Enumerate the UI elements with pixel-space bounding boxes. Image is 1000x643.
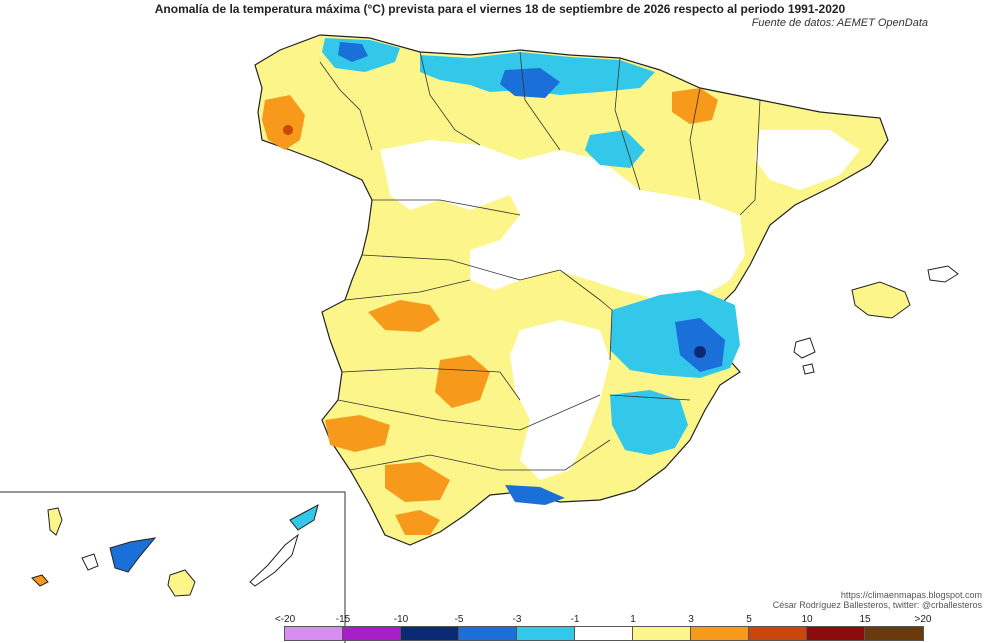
cold-zone-almeria — [505, 485, 565, 505]
legend-label: -1 — [570, 614, 580, 625]
menorca — [927, 265, 959, 283]
color-legend: <-20 -15 -10 -5 -3 -1 1 3 5 10 15 >20 — [275, 614, 988, 642]
gran-canaria — [167, 569, 196, 597]
data-source: Fuente de datos: AEMET OpenData — [751, 17, 928, 29]
legend-swatch — [865, 627, 923, 640]
region-borders — [319, 51, 761, 471]
neutral-zone-center — [510, 320, 610, 480]
legend-label: -10 — [393, 614, 409, 625]
neutral-zone-north — [380, 140, 745, 300]
legend-label: -5 — [454, 614, 464, 625]
warm-zone-ciudad-real — [435, 355, 490, 408]
legend-label: 5 — [746, 614, 752, 625]
legend-swatch — [633, 627, 691, 640]
warm-zone-galicia — [262, 95, 305, 150]
legend-bar — [284, 626, 924, 641]
legend-swatch — [517, 627, 575, 640]
cold-zone-cantabria-core — [500, 68, 560, 98]
legend-label: <-20 — [274, 614, 296, 625]
legend-label: >20 — [914, 614, 932, 625]
tenerife — [109, 537, 157, 573]
formentera — [802, 363, 815, 375]
legend-label: 1 — [630, 614, 636, 625]
warm-zone-extremadura — [368, 300, 440, 332]
warm-zone-sevilla — [385, 462, 450, 502]
el-hierro — [31, 574, 49, 587]
la-gomera — [81, 553, 99, 571]
legend-label: -15 — [335, 614, 351, 625]
warm-zone-galicia-peak — [283, 125, 293, 135]
cold-zone-valencia-peak — [694, 346, 706, 358]
ibiza — [793, 337, 816, 359]
fuerteventura — [249, 533, 299, 587]
legend-swatch — [343, 627, 401, 640]
credit-author: César Rodríguez Ballesteros, twitter: @c… — [772, 600, 982, 610]
warm-zone-huelva — [325, 415, 390, 452]
legend-label: -3 — [512, 614, 522, 625]
legend-swatch — [749, 627, 807, 640]
legend-labels: <-20 -15 -10 -5 -3 -1 1 3 5 10 15 >20 — [275, 614, 988, 626]
la-palma — [47, 507, 63, 536]
legend-swatch — [575, 627, 633, 640]
lanzarote — [289, 504, 319, 531]
cold-zone-murcia — [610, 390, 688, 455]
warm-zone-navarra — [672, 88, 718, 124]
cold-zone-asturias-core — [338, 42, 368, 62]
legend-label: 3 — [688, 614, 694, 625]
map-title: Anomalía de la temperatura máxima (°C) p… — [154, 2, 846, 16]
legend-swatch — [807, 627, 865, 640]
legend-swatch — [459, 627, 517, 640]
neutral-zone-east — [755, 130, 860, 190]
legend-swatch — [401, 627, 459, 640]
cold-zone-valencia-core — [675, 318, 725, 372]
peninsula-outline — [254, 34, 889, 546]
mallorca — [851, 281, 911, 319]
legend-swatch — [691, 627, 749, 640]
legend-label: 10 — [801, 614, 813, 625]
canary-inset-frame — [0, 491, 346, 643]
warm-zone-cadiz — [395, 510, 440, 535]
legend-label: 15 — [859, 614, 871, 625]
credit-url: https://climaenmapas.blogspot.com — [840, 590, 982, 600]
legend-swatch — [285, 627, 343, 640]
